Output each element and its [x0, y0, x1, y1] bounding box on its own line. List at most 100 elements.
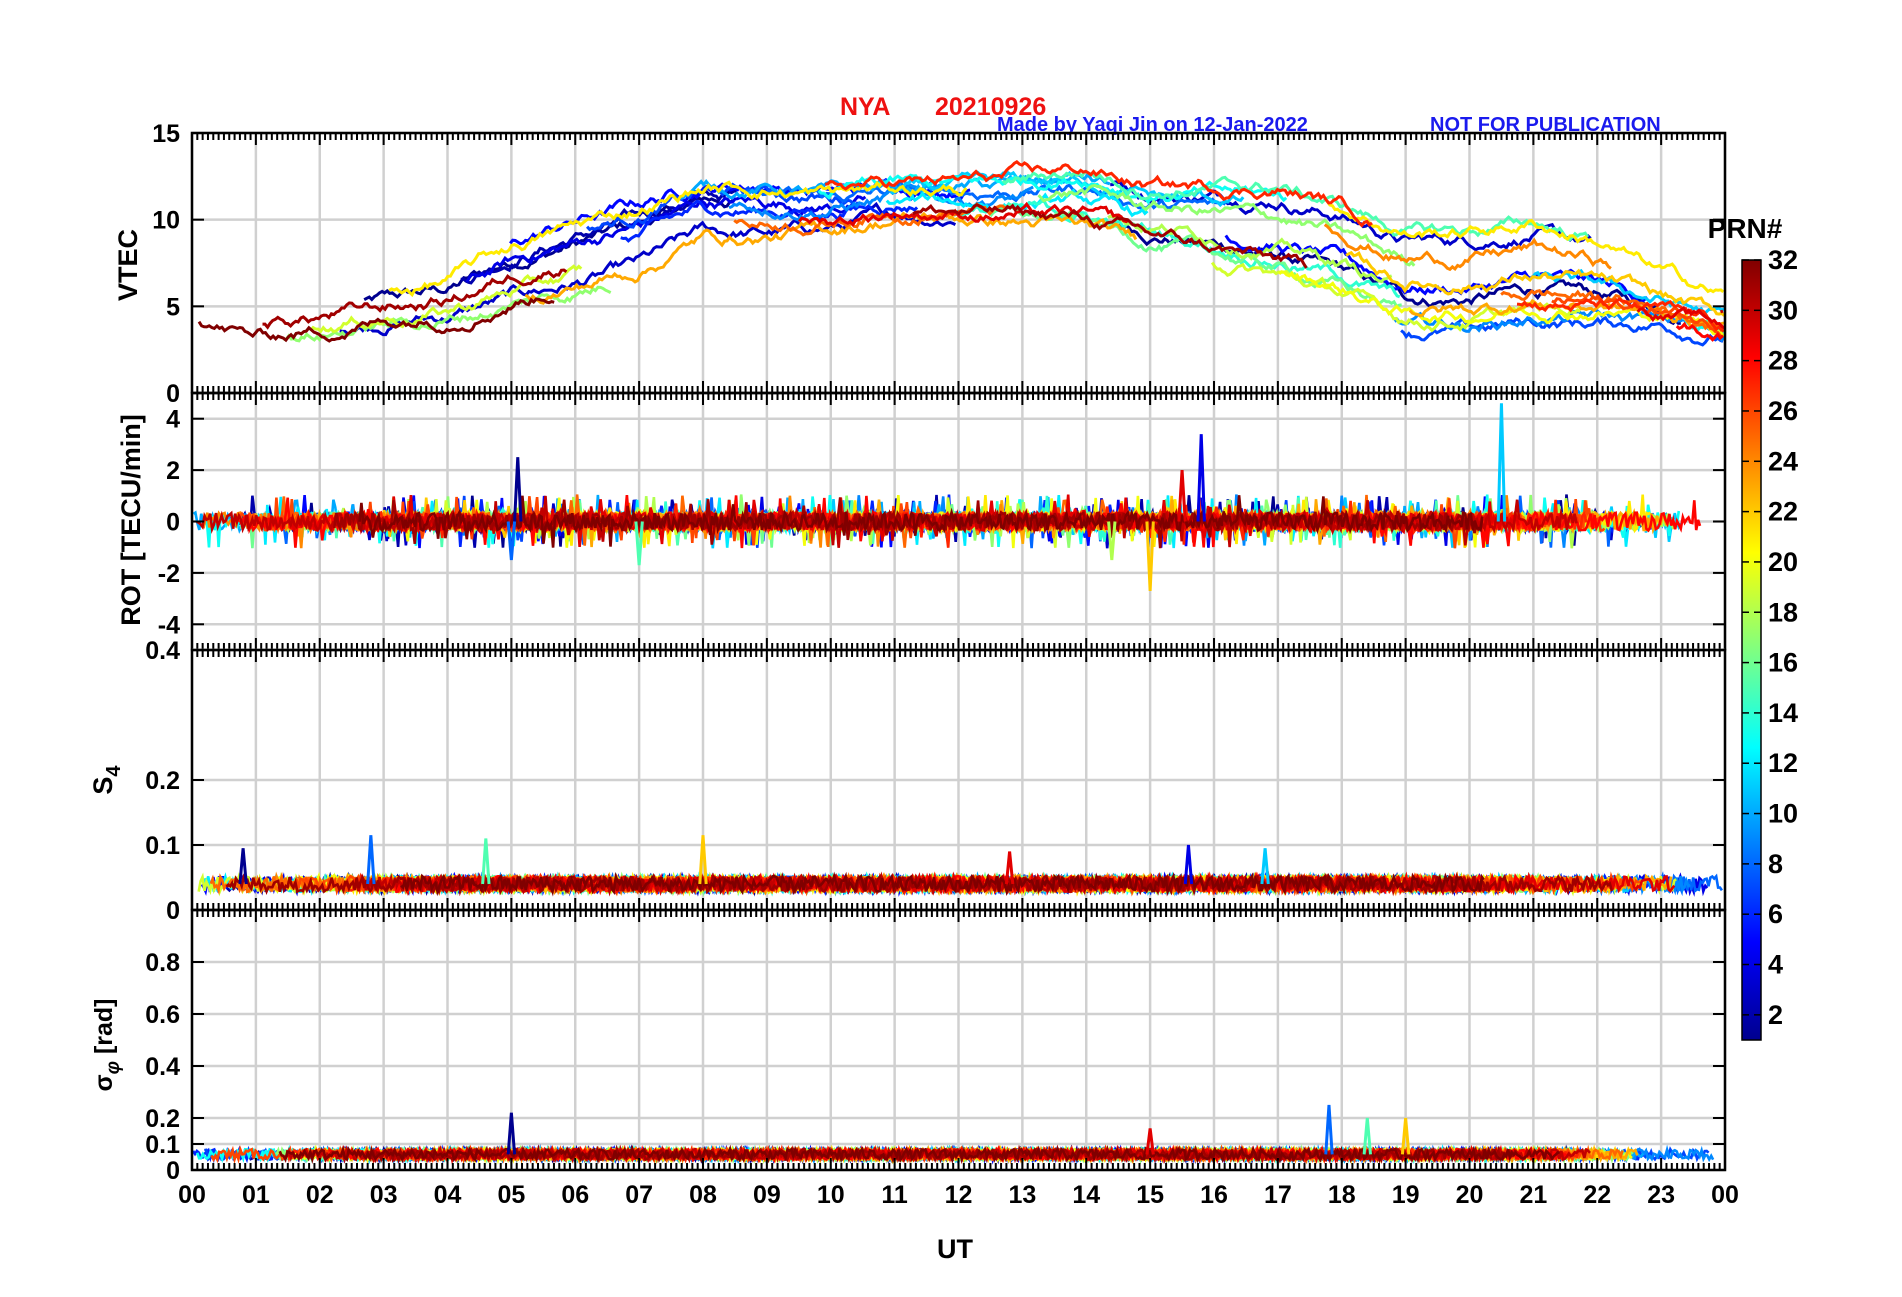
date-title: 20210926	[935, 93, 1046, 121]
prn-21-vtec-line	[1326, 200, 1725, 294]
y-tick-label: 0.4	[145, 1053, 180, 1081]
grid	[190, 910, 1727, 1172]
colorbar-tick-label: 16	[1768, 648, 1798, 678]
rot-panel: -4 -2 0 2 4	[158, 391, 1727, 652]
spike	[1324, 1104, 1334, 1155]
y-tick-label: 2	[166, 457, 180, 485]
prn-30-vtec-line	[1719, 309, 1724, 314]
y-tick-label: 0	[166, 897, 180, 925]
prn-7-vtec-line	[586, 182, 860, 232]
y-tick-label: 10	[152, 207, 180, 235]
x-tick-label: 05	[497, 1181, 525, 1209]
x-tick-label: 09	[753, 1181, 781, 1209]
y-tick-label: 0	[166, 1157, 180, 1185]
y-tick-label: 4	[166, 406, 180, 434]
x-tick-label: 03	[370, 1181, 398, 1209]
x-tick-label: 21	[1519, 1181, 1547, 1209]
spike	[1196, 434, 1206, 522]
prn-6-vtec-line	[620, 199, 919, 243]
x-tick-label: 23	[1647, 1181, 1675, 1209]
colorbar-tick-label: 20	[1768, 547, 1798, 577]
prn-15-vtec-line	[1001, 170, 1590, 242]
y-tick-label: 0.8	[145, 949, 180, 977]
station-title: NYA	[840, 93, 891, 121]
prn-4-vtec-line	[465, 195, 867, 283]
sigma-phi-ylabel: σφ [rad]	[90, 999, 124, 1092]
spike	[1362, 1117, 1372, 1155]
y-tick-label: 15	[152, 120, 180, 148]
axis-ticks	[191, 910, 1726, 1171]
grid	[190, 648, 1727, 912]
prn-18-vtec-line	[1107, 213, 1393, 284]
spike	[366, 835, 376, 885]
prn-31-vtec-line	[262, 268, 568, 330]
spike	[506, 521, 517, 561]
colorbar-tick-label: 18	[1768, 597, 1798, 627]
spike	[634, 521, 644, 566]
prn-29-vtec-line	[798, 201, 1130, 228]
x-tick-label: 10	[817, 1181, 845, 1209]
vtec-ylabel: VTEC	[113, 229, 143, 301]
prn-32-vtec-line	[197, 297, 555, 343]
series-group	[192, 403, 1702, 591]
x-tick-label: 00	[1711, 1181, 1739, 1209]
spike	[481, 838, 491, 885]
prn-32-s4-line	[400, 871, 1485, 897]
spike	[1004, 851, 1015, 885]
prn-32-sigma_phi-line	[278, 1144, 1561, 1165]
y-tick-label: 0.2	[145, 1105, 180, 1133]
x-tick-label: 02	[306, 1181, 334, 1209]
y-tick-label: 0.1	[145, 1131, 180, 1159]
prn-23-vtec-line	[524, 211, 1138, 305]
prn-27-vtec-line	[824, 159, 1373, 228]
x-tick-label: 07	[625, 1181, 653, 1209]
colorbar-tick-label: 14	[1768, 698, 1798, 728]
series-group	[197, 835, 1723, 897]
colorbar-tick-label: 32	[1768, 245, 1798, 275]
colorbar-tick-label: 30	[1768, 295, 1798, 325]
credit-text: Made by Yaqi Jin on 12-Jan-2022	[997, 114, 1308, 136]
prn-31-s4-line	[225, 871, 1614, 897]
rot-ylabel: ROT [TECU/min]	[116, 414, 146, 625]
y-tick-label: 0	[166, 509, 180, 537]
series-group	[192, 1104, 1715, 1165]
spike	[1145, 521, 1155, 591]
prn-32-rot-line	[358, 495, 1484, 548]
spike	[1496, 403, 1507, 522]
colorbar	[1741, 259, 1762, 1041]
x-tick-label: 17	[1264, 1181, 1292, 1209]
x-tick-label: 00	[178, 1181, 206, 1209]
spike	[1145, 1128, 1155, 1155]
y-tick-label: 0.1	[145, 832, 180, 860]
spike	[1177, 470, 1187, 522]
spike	[1107, 521, 1117, 561]
x-tick-label: 18	[1328, 1181, 1356, 1209]
prn-26-vtec-line	[1551, 293, 1724, 338]
x-tick-label: 06	[561, 1181, 589, 1209]
colorbar-tick-label: 4	[1768, 950, 1783, 980]
colorbar-tick-label: 10	[1768, 799, 1798, 829]
sigma-phi-panel: 00.10.2 0.4 0.6 0.8 00 01 02 03 04 05 06 07 08 09 10 11…	[145, 908, 1739, 1209]
y-tick-label: 5	[166, 293, 180, 321]
x-axis-label: UT	[937, 1234, 973, 1264]
colorbar-tick-label: 26	[1768, 396, 1798, 426]
colorbar-title: PRN#	[1708, 213, 1783, 244]
prn-17-vtec-line	[283, 285, 612, 343]
colorbar-tick-label: 28	[1768, 346, 1798, 376]
grid	[190, 131, 1727, 395]
spike	[513, 457, 523, 522]
spike	[238, 848, 248, 885]
x-tick-label: 19	[1392, 1181, 1420, 1209]
spike	[506, 1112, 517, 1155]
y-tick-label: -4	[158, 611, 180, 639]
x-tick-label: 14	[1072, 1181, 1100, 1209]
x-tick-label: 13	[1008, 1181, 1036, 1209]
x-tick-label: 01	[242, 1181, 270, 1209]
colorbar-tick-label: 2	[1768, 1000, 1783, 1030]
colorbar-tick-label: 12	[1768, 748, 1798, 778]
prn-3-vtec-line	[339, 201, 957, 337]
prn-17-vtec-line	[1037, 183, 1416, 267]
